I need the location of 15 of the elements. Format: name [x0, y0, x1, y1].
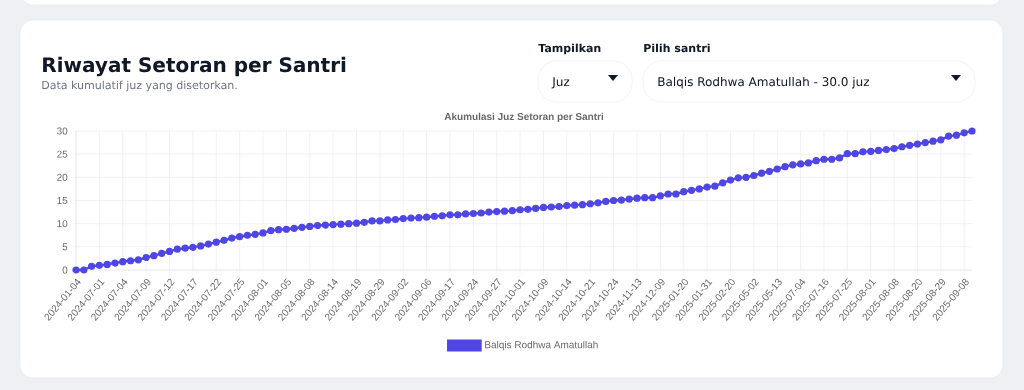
text: Juz — [551, 77, 570, 89]
y-tick-label: 15 — [57, 197, 68, 204]
legend-label: Balqis Rodhwa Amatullah — [485, 340, 598, 351]
text: Tampilkan — [538, 43, 601, 55]
chart-title: Riwayat Setoran per Santri — [43, 56, 346, 77]
y-tick-label: 0 — [62, 266, 68, 274]
chart-subtitle: Data kumulatif juz yang disetorkan. — [42, 80, 237, 92]
y-tick-label: 30 — [56, 127, 68, 135]
y-tick-label: 5 — [62, 243, 68, 251]
y-tick-label: 25 — [57, 150, 68, 158]
y-tick-label: 10 — [57, 220, 68, 228]
text: Pilih santri — [644, 43, 710, 53]
y-tick-label: 20 — [57, 173, 68, 181]
text: Balqis Rodhwa Amatullah - 30.0 juz — [658, 76, 869, 89]
text: Akumulasi Juz Setoran per Santri — [444, 112, 604, 123]
